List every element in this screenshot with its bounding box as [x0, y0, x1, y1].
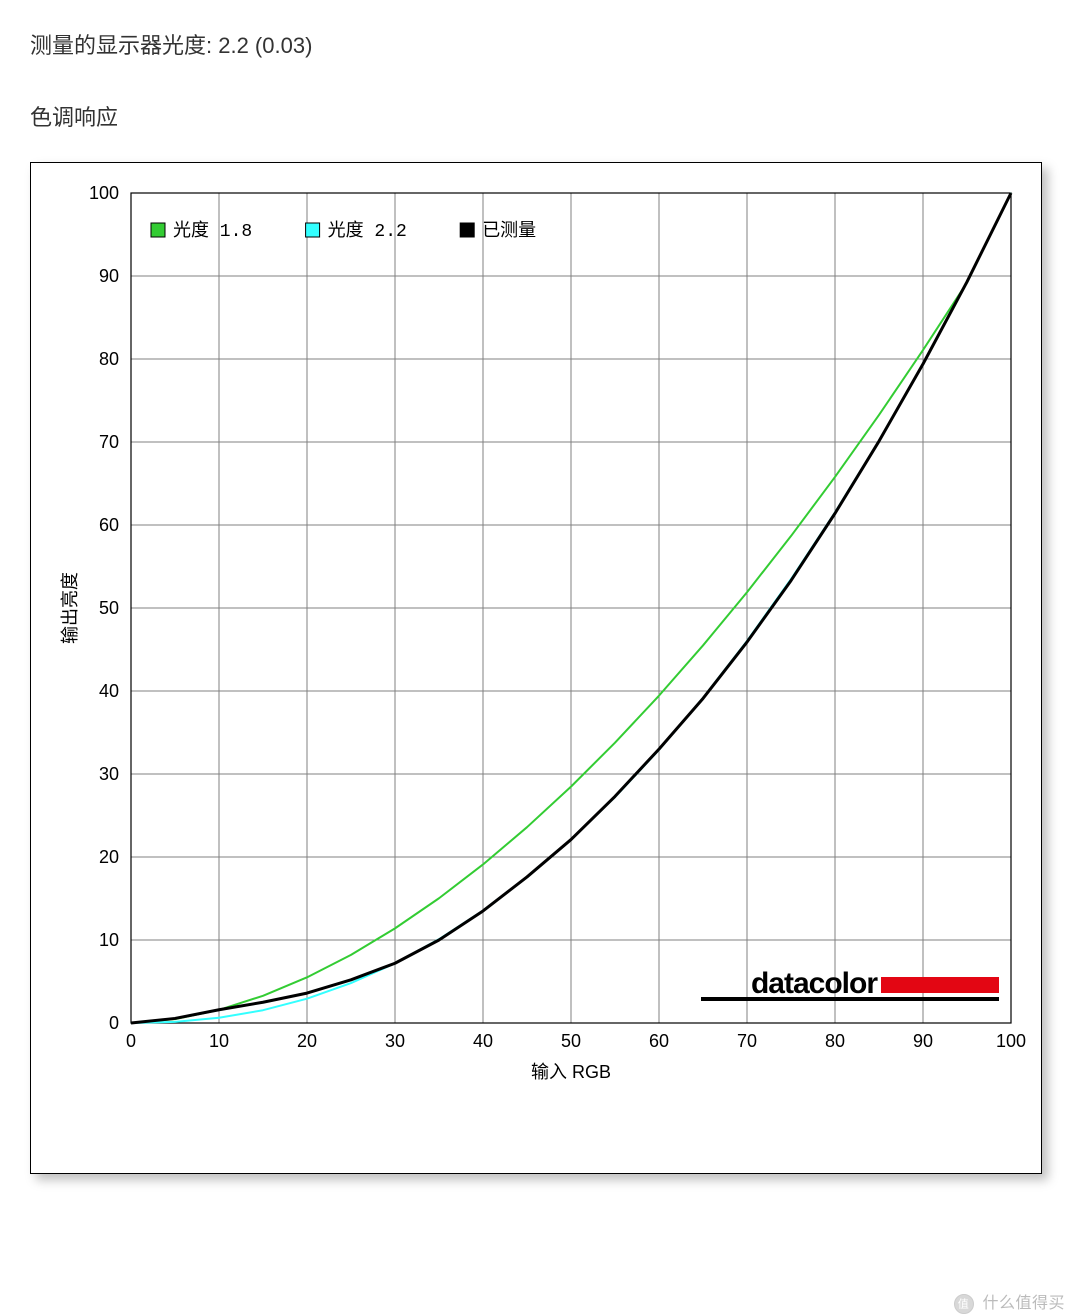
legend-label: 光度 2.2 — [328, 220, 407, 242]
svg-text:输出亮度: 输出亮度 — [60, 572, 80, 644]
svg-text:0: 0 — [126, 1031, 136, 1051]
tone-response-chart: 0 10 20 30 40 50 60 70 80 90 100 0 10 20 30 40 50 60 70 80 9… — [30, 162, 1042, 1174]
svg-text:输入 RGB: 输入 RGB — [531, 1062, 611, 1082]
brand-text: datacolor — [751, 967, 878, 1000]
svg-text:40: 40 — [99, 681, 119, 701]
page-root: 测量的显示器光度: 2.2 (0.03) 色调响应 0 10 20 30 40 50 60 7… — [0, 0, 1080, 1259]
legend-swatch — [306, 223, 320, 237]
svg-text:0: 0 — [109, 1013, 119, 1033]
svg-text:80: 80 — [825, 1031, 845, 1051]
svg-text:90: 90 — [99, 266, 119, 286]
svg-text:100: 100 — [996, 1031, 1026, 1051]
svg-text:70: 70 — [99, 432, 119, 452]
svg-text:90: 90 — [913, 1031, 933, 1051]
svg-text:60: 60 — [649, 1031, 669, 1051]
brand-bar — [881, 977, 999, 993]
coin-icon — [954, 1294, 974, 1314]
legend-swatch — [460, 223, 474, 237]
svg-text:30: 30 — [99, 764, 119, 784]
legend-label: 已测量 — [482, 220, 536, 242]
svg-text:50: 50 — [561, 1031, 581, 1051]
svg-text:30: 30 — [385, 1031, 405, 1051]
chart-svg: 0 10 20 30 40 50 60 70 80 90 100 0 10 20 30 40 50 60 70 80 9… — [31, 163, 1041, 1173]
section-title: 色调响应 — [30, 100, 1050, 132]
svg-text:70: 70 — [737, 1031, 757, 1051]
legend-label: 光度 1.8 — [173, 220, 252, 242]
svg-text:60: 60 — [99, 515, 119, 535]
svg-text:10: 10 — [209, 1031, 229, 1051]
brand-underline — [701, 997, 999, 1001]
svg-text:20: 20 — [99, 847, 119, 867]
legend-swatch — [151, 223, 165, 237]
svg-text:10: 10 — [99, 930, 119, 950]
watermark-text: 什么值得买 — [982, 1295, 1065, 1312]
svg-text:40: 40 — [473, 1031, 493, 1051]
svg-text:80: 80 — [99, 349, 119, 369]
svg-text:50: 50 — [99, 598, 119, 618]
measured-gamma-label: 测量的显示器光度: 2.2 (0.03) — [30, 28, 1050, 60]
svg-text:20: 20 — [297, 1031, 317, 1051]
svg-text:100: 100 — [89, 183, 119, 203]
site-watermark: 什么值得买 — [954, 1289, 1065, 1314]
